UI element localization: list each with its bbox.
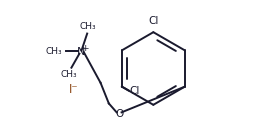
Text: Cl: Cl [148,16,158,26]
Text: I⁻: I⁻ [68,83,78,95]
Text: +: + [81,44,88,53]
Text: N: N [77,47,85,57]
Text: CH₃: CH₃ [61,70,77,79]
Text: CH₃: CH₃ [46,47,62,56]
Text: CH₃: CH₃ [80,22,97,31]
Text: O: O [115,109,123,119]
Text: Cl: Cl [130,86,140,96]
